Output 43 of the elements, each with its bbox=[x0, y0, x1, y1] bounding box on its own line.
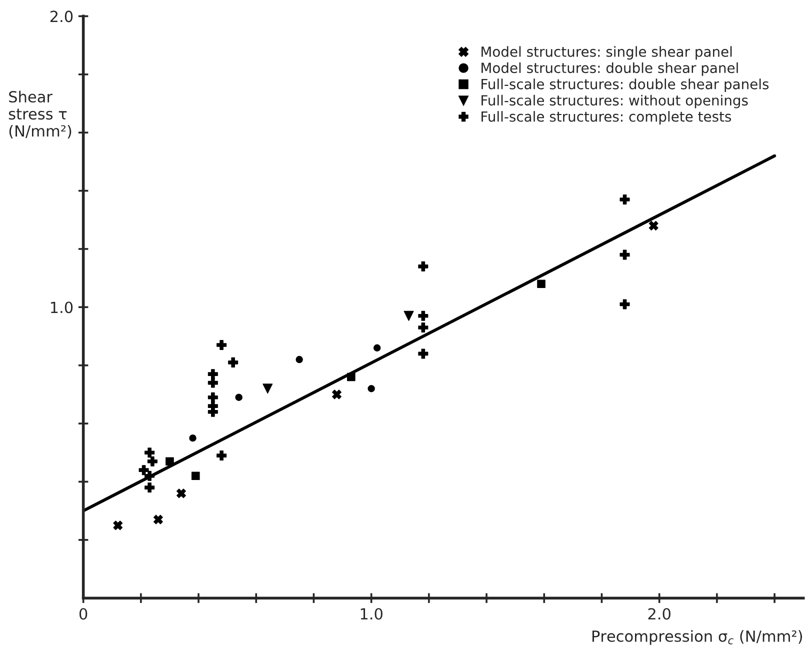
point bbox=[208, 406, 218, 417]
point bbox=[166, 457, 174, 466]
legend-label: Full-scale structures: without openings bbox=[482, 94, 748, 108]
point bbox=[113, 520, 123, 530]
point bbox=[404, 310, 414, 321]
legend-label: Full-scale structures: complete tests bbox=[482, 111, 732, 124]
point bbox=[648, 220, 658, 230]
point bbox=[208, 392, 218, 402]
point bbox=[144, 448, 155, 458]
point bbox=[262, 384, 273, 394]
point bbox=[191, 472, 200, 480]
point bbox=[418, 322, 428, 333]
point bbox=[189, 434, 196, 442]
point bbox=[373, 344, 381, 352]
x-tick-label: 1.0 bbox=[360, 608, 382, 620]
point bbox=[208, 378, 218, 388]
point bbox=[418, 310, 428, 321]
point bbox=[138, 465, 149, 476]
point bbox=[537, 280, 546, 288]
legend-label: Full-scale structures: double shear panels bbox=[482, 78, 769, 92]
point bbox=[620, 299, 630, 310]
point bbox=[235, 394, 242, 401]
point bbox=[332, 390, 342, 400]
legend-label: Model structures: single shear panel bbox=[482, 46, 732, 60]
point bbox=[208, 369, 218, 380]
point bbox=[620, 250, 630, 260]
point bbox=[620, 194, 630, 205]
point bbox=[147, 456, 158, 466]
point bbox=[176, 488, 186, 498]
point bbox=[418, 348, 428, 359]
legend-label: Model structures: double shear panel bbox=[482, 62, 738, 76]
y-axis-title: Shear stress τ (N/mm²) bbox=[8, 90, 72, 139]
x-tick-label: 0 bbox=[79, 608, 88, 620]
point bbox=[418, 261, 428, 272]
point bbox=[368, 385, 375, 392]
point bbox=[216, 340, 227, 350]
point bbox=[228, 357, 238, 368]
point bbox=[153, 514, 163, 524]
x-axis-title: Precompression σ$_{c}$ (N/mm²) bbox=[592, 630, 802, 645]
point bbox=[216, 450, 227, 461]
point bbox=[296, 356, 303, 364]
point bbox=[144, 482, 155, 493]
x-tick-label: 2.0 bbox=[648, 608, 670, 620]
